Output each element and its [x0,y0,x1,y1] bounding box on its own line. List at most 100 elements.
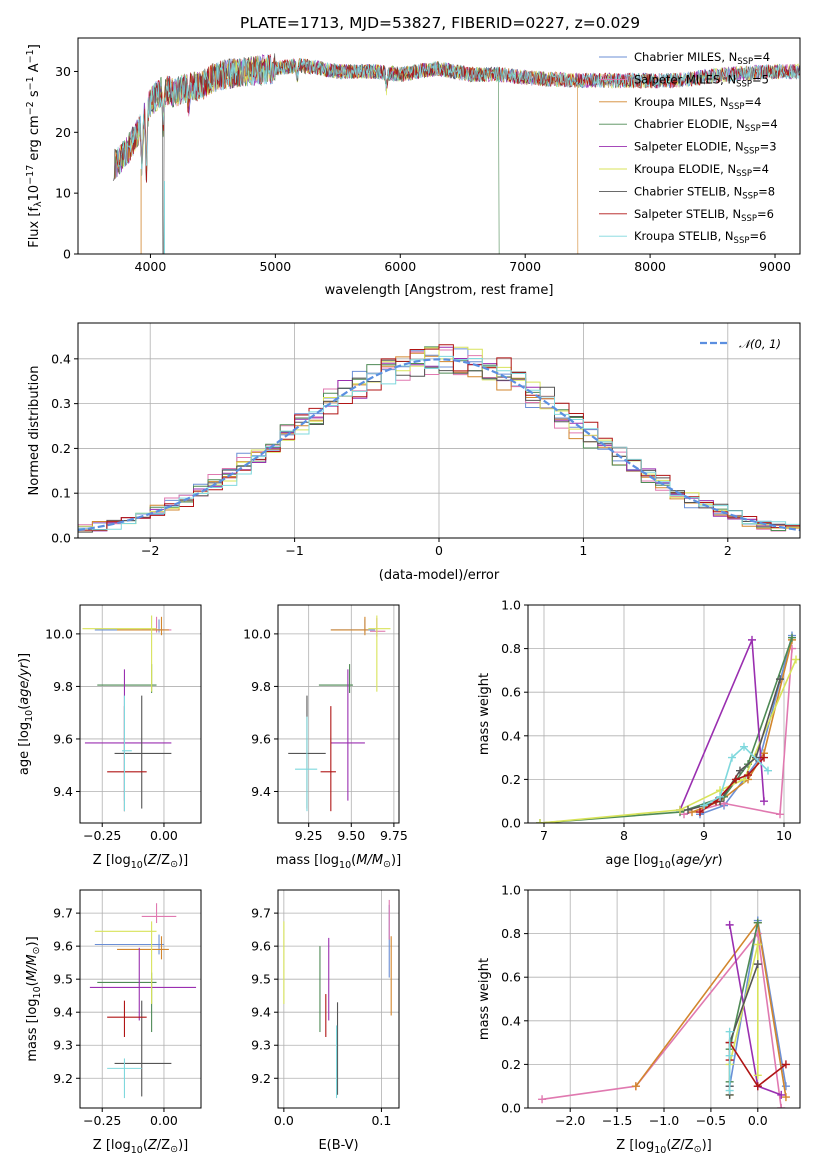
x-tick-label: 10 [776,828,792,843]
y-tick-label: 20 [55,125,71,140]
x-axis-label: age [log10(age/yr) [605,853,722,871]
weight-point-marker [716,792,724,801]
weight-line [541,931,782,1108]
y-tick-label: 0.2 [51,441,71,456]
weight-point-marker [736,766,744,775]
x-tick-label: 0.00 [150,1113,178,1128]
y-axis-label: Flux [fλ10−17 erg cm−2 s−1 A−1] [25,44,44,248]
x-tick-label: 5000 [259,259,291,274]
weight-line [728,944,759,1095]
weight-point-marker [725,1051,734,1060]
y-axis-label-text: age [log [17,722,32,775]
x-tick-label: 6000 [384,259,416,274]
weight-point-marker [748,635,756,644]
x-tick-label: 0.1 [371,1113,391,1128]
plot-frame [527,604,801,824]
x-tick-label: 2 [724,543,732,558]
x-axis-label: (data-model)/error [379,568,500,583]
y-tick-label: 0.0 [51,531,71,546]
plot-frame [77,37,801,255]
x-tick-label: −2 [141,543,159,558]
y-tick-label: 9.7 [53,906,73,921]
weight-point-marker [732,775,740,784]
weight-vs-age-panel: 7 8 9 10 0.0 0.2 0.4 0.6 0.8 1.0 age [log10(age/yr… [477,598,801,871]
x-axis-label: wavelength [Angstrom, rest frame] [325,283,554,298]
y-axis-label: mass [log10(M/M⊙)] [25,936,43,1061]
y-tick-label: 0.3 [51,396,71,411]
legend-entry: Chabrier MILES, NSSP=4 [634,50,770,67]
weight-point-marker [753,960,762,969]
y-tick-label: 0.6 [501,685,521,700]
weight-point-marker [760,797,768,806]
weight-point-marker [764,766,772,775]
y-tick-label: 30 [55,64,71,79]
spectrum-line-8 [115,55,800,178]
y-tick-label: 9.5 [251,972,271,987]
y-axis-label: age [log10(age/yr)] [17,653,35,775]
gaussian-curve [78,358,800,532]
weight-point-marker [740,742,748,751]
weight-point-marker [753,940,762,949]
y-tick-label: 9.4 [53,784,73,799]
x-tick-label: −0.25 [83,828,121,843]
legend-entry: Salpeter ELODIE, NSSP=3 [634,140,777,157]
y-tick-label: 0.6 [501,970,521,985]
weight-point-marker [538,1095,547,1104]
y-tick-label: 9.6 [251,939,271,954]
x-axis-label-text: Z [log [93,853,131,868]
y-tick-label: 1.0 [501,598,521,613]
y-tick-label: 0.2 [501,1057,521,1072]
weight-point-marker [753,918,762,927]
x-tick-label: 0.00 [150,828,178,843]
x-axis-label: E(B-V) [318,1138,358,1153]
legend-entry: 𝒩(0, 1) [739,337,781,351]
plot-frame [527,889,801,1109]
x-tick-label: −0.5 [696,1113,726,1128]
x-tick-label: 9.75 [380,828,408,843]
weight-point-marker [781,1082,790,1091]
plot-frame [79,889,202,1109]
weight-point-marker [777,1104,786,1108]
x-tick-label: 9.50 [337,828,365,843]
x-axis-label-text: age [log [605,853,658,868]
weight-point-marker [788,633,796,642]
y-tick-label: 9.6 [53,731,73,746]
legend-entry: Chabrier STELIB, NSSP=8 [634,184,775,201]
legend-entry: Kroupa STELIB, NSSP=6 [634,229,766,246]
y-tick-label: 9.2 [251,1071,271,1086]
x-tick-label: −1 [285,543,303,558]
y-tick-label: 10.0 [45,626,73,641]
weight-point-marker [776,675,784,684]
legend-entry: Chabrier ELODIE, NSSP=4 [634,117,778,134]
y-tick-label: 9.6 [251,731,271,746]
weight-line [691,639,793,813]
x-axis-label: Z [log10(Z/Z⊙)] [616,1138,711,1156]
y-tick-label: 9.4 [251,1005,271,1020]
mass-vs-extinction-panel: 0.0 0.1 9.2 9.3 9.4 9.5 9.6 9.7 E(B-V) [251,889,400,1153]
weight-point-marker [676,805,684,814]
y-tick-label: 0.4 [501,1013,521,1028]
x-axis-label-text: mass [log [276,853,339,868]
spectrum-legend: Chabrier MILES, NSSP=4 Salpeter MILES, NS… [599,50,778,246]
age-vs-metallicity-panel: −0.25 0.00 9.4 9.6 9.8 10.0 Z [log10(Z/Z⊙)] age… [17,604,202,871]
y-tick-label: 0.0 [501,1101,521,1116]
y-axis-label: mass weight [477,673,492,755]
plot-frame [79,604,202,824]
weight-point-marker [781,1093,790,1102]
y-tick-label: 9.2 [53,1071,73,1086]
weight-point-marker [744,771,752,780]
x-tick-label: 9.25 [295,828,323,843]
legend-entry: Salpeter STELIB, NSSP=6 [634,207,774,224]
residuals-panel: −2 −1 0 1 2 0.0 0.1 0.2 0.3 0.4 𝒩(0, 1) (data-model… [27,322,801,583]
weight-point-marker [728,753,736,762]
y-tick-label: 9.6 [53,939,73,954]
y-axis-label-text: mass [log [25,998,40,1061]
y-tick-label: 1.0 [501,883,521,898]
y-tick-label: 10.0 [243,626,271,641]
x-axis-label-text: Z [log [93,1138,131,1153]
y-tick-label: 0.8 [501,926,521,941]
weight-point-marker [753,1071,762,1080]
y-tick-label: 9.3 [251,1038,271,1053]
x-tick-label: 9 [700,828,708,843]
